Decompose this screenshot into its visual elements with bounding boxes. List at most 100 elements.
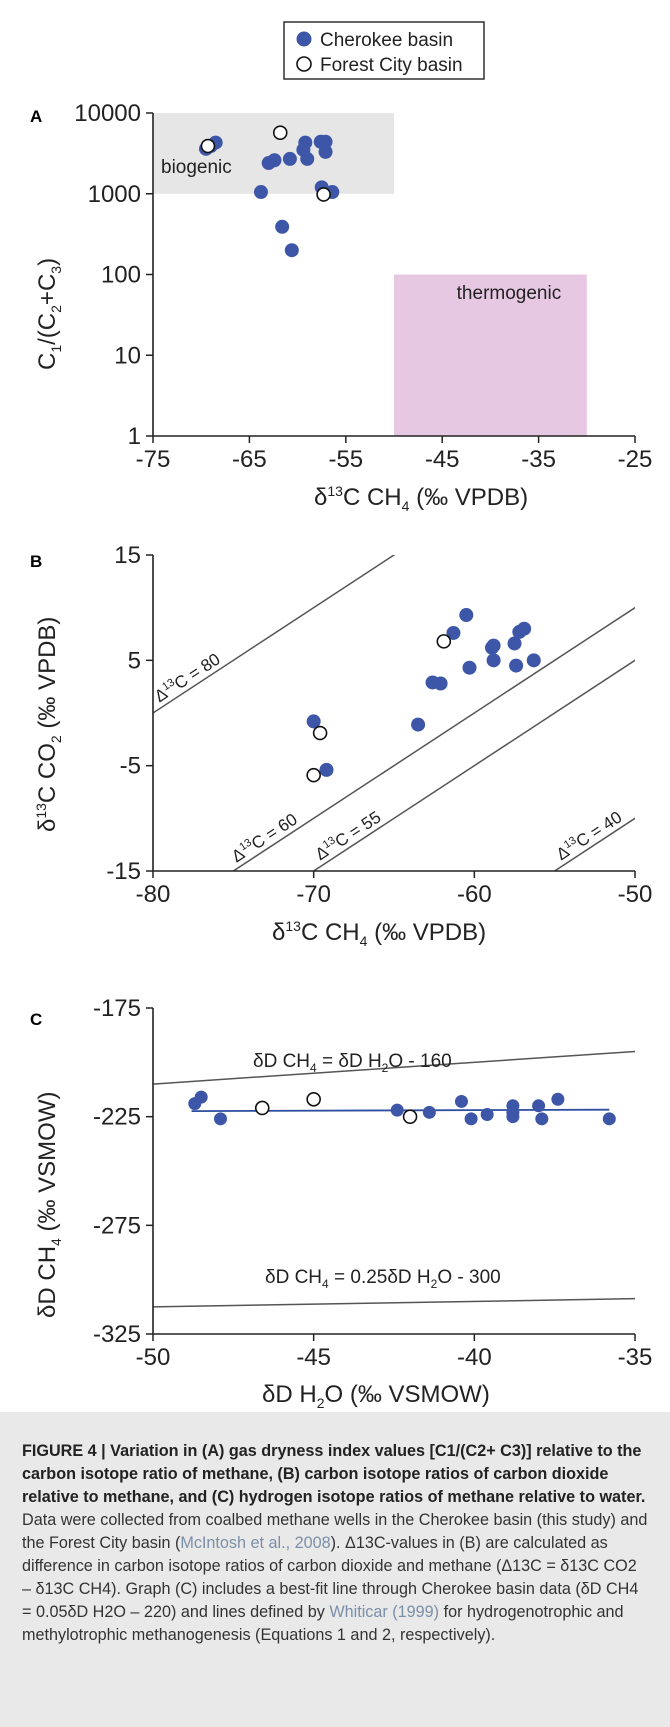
delta-line-label: Δ13C = 80: [151, 649, 224, 706]
cherokee-point: [535, 1112, 549, 1126]
x-axis-label-c: δD H2O (‰ VSMOW): [262, 1381, 490, 1410]
forest-city-point: [272, 125, 288, 141]
y-tick-label-a: 10: [114, 342, 141, 369]
caption-body-1: Data were collected from coalbed methane…: [22, 1511, 648, 1552]
y-tick-label-a: 1000: [88, 181, 141, 208]
line-label-methylotrophic: δD CH4 = 0.25δD H2O - 300: [265, 1267, 501, 1291]
line-label-hydrogenotrophic: δD CH4 = δD H2O - 160: [253, 1051, 452, 1075]
points-b: [306, 608, 541, 783]
delta-line-label: Δ13C = 40: [552, 807, 625, 864]
legend-marker-forest-city: [296, 56, 312, 72]
x-tick-label-c: -40: [457, 1344, 492, 1371]
x-tick-label-b: -60: [457, 881, 492, 908]
cherokee-point: [282, 151, 297, 166]
x-tick-label-c: -45: [296, 1344, 331, 1371]
cherokee-point: [267, 153, 282, 168]
y-tick-label-c: -225: [93, 1104, 141, 1131]
panel-label-a: A: [30, 107, 42, 126]
x-tick-label-a: -35: [521, 446, 556, 473]
points-c: [188, 1090, 616, 1126]
y-tick-label-a: 10000: [74, 100, 141, 127]
cherokee-point: [464, 1112, 478, 1126]
y-axis-label-c: δD CH4 (‰ VSMOW): [34, 1092, 64, 1318]
forest-city-point: [306, 767, 321, 783]
cherokee-point: [253, 185, 268, 200]
delta-line-labels-b: Δ13C = 80 Δ13C = 60 Δ13C = 55 Δ13C = 40: [151, 649, 625, 867]
panel-label-c: C: [30, 1010, 42, 1029]
cherokee-point: [551, 1092, 565, 1106]
cherokee-point: [319, 762, 334, 777]
ticks-a: -75 -65 -55 -45 -35 -25 1 10 100 1000 10000: [74, 100, 652, 473]
x-tick-label-a: -45: [425, 446, 460, 473]
cherokee-point: [298, 135, 313, 150]
y-axis-label-b: δ13C CO2 (‰ VPDB): [33, 617, 64, 832]
caption-body-2: ). Δ13C-values in (B) are calculated as …: [22, 1534, 639, 1621]
delta-lines-b: [153, 555, 635, 871]
cherokee-point: [480, 1107, 494, 1121]
cherokee-point: [602, 1112, 616, 1126]
forest-city-point: [306, 1091, 321, 1107]
cherokee-point: [526, 653, 541, 668]
y-tick-label-b: 5: [128, 647, 141, 674]
cherokee-point: [506, 1110, 520, 1124]
y-tick-label-b: -5: [120, 753, 141, 780]
x-tick-label-a: -75: [136, 446, 171, 473]
y-tick-label-c: -175: [93, 995, 141, 1022]
legend-label-forest-city: Forest City basin: [320, 55, 463, 76]
cherokee-point: [213, 1112, 227, 1126]
x-tick-label-b: -80: [136, 881, 171, 908]
y-tick-label-b: 15: [114, 542, 141, 569]
cherokee-point: [517, 621, 532, 636]
y-tick-label-c: -275: [93, 1212, 141, 1239]
forest-city-point: [402, 1109, 418, 1124]
panel-a: A biogenic thermogenic -75 -65 -55 -45 -35 -2…: [30, 100, 652, 514]
cherokee-point: [194, 1090, 208, 1104]
forest-city-point: [200, 138, 216, 154]
cherokee-point: [433, 676, 448, 691]
cherokee-point: [454, 1094, 468, 1108]
cherokee-point: [459, 608, 474, 623]
thermogenic-label: thermogenic: [457, 283, 562, 304]
x-tick-label-a: -65: [232, 446, 267, 473]
citation-whiticar-link[interactable]: Whiticar (1999): [329, 1603, 440, 1621]
cherokee-point: [411, 717, 426, 732]
figure-caption: FIGURE 4 | Variation in (A) gas dryness …: [0, 1412, 670, 1727]
x-axis-label-b: δ13C CH4 (‰ VPDB): [272, 918, 486, 949]
cherokee-point: [462, 660, 477, 675]
biogenic-label: biogenic: [161, 157, 232, 178]
y-tick-label-a: 100: [101, 262, 141, 289]
x-tick-label-a: -55: [328, 446, 363, 473]
forest-city-point: [254, 1100, 270, 1116]
cherokee-point: [486, 638, 501, 653]
x-tick-label-c: -35: [618, 1344, 653, 1371]
cherokee-point: [300, 151, 315, 166]
delta-line-label: Δ13C = 60: [228, 809, 301, 866]
delta-line-label: Δ13C = 55: [311, 807, 384, 864]
ticks-b: -80 -70 -60 -50 -15 -5 5 15: [106, 542, 652, 908]
legend-marker-cherokee: [296, 31, 312, 47]
reference-line: [153, 1050, 635, 1085]
ticks-c: -50 -45 -40 -35 -175 -225 -275 -325: [93, 995, 652, 1371]
legend: Cherokee basin Forest City basin: [283, 21, 485, 80]
forest-city-point: [436, 634, 452, 649]
figure-panel: Cherokee basin Forest City basin A bioge…: [30, 21, 653, 1410]
panel-label-b: B: [30, 552, 42, 571]
y-tick-label-a: 1: [128, 423, 141, 450]
citation-mcintosh-link[interactable]: McIntosh et al., 2008: [180, 1534, 331, 1552]
y-tick-label-b: -15: [106, 858, 141, 885]
delta-line: [312, 659, 635, 871]
x-axis-label-a: δ13C CH4 (‰ VPDB): [314, 483, 528, 514]
cherokee-point: [318, 144, 333, 159]
x-tick-label-c: -50: [136, 1344, 171, 1371]
cherokee-point: [306, 714, 321, 729]
cherokee-point: [284, 243, 299, 258]
cherokee-point: [390, 1103, 404, 1117]
forest-city-point: [316, 187, 331, 202]
delta-line: [231, 606, 635, 871]
points-a: [199, 125, 340, 258]
y-tick-label-c: -325: [93, 1321, 141, 1348]
cherokee-point: [275, 219, 290, 234]
panel-c: C δD CH4 = δD H2O - 160 δD CH4 = 0.25δD …: [30, 995, 652, 1410]
figure-svg: Cherokee basin Forest City basin A bioge…: [30, 21, 652, 1410]
legend-box: [283, 21, 485, 80]
